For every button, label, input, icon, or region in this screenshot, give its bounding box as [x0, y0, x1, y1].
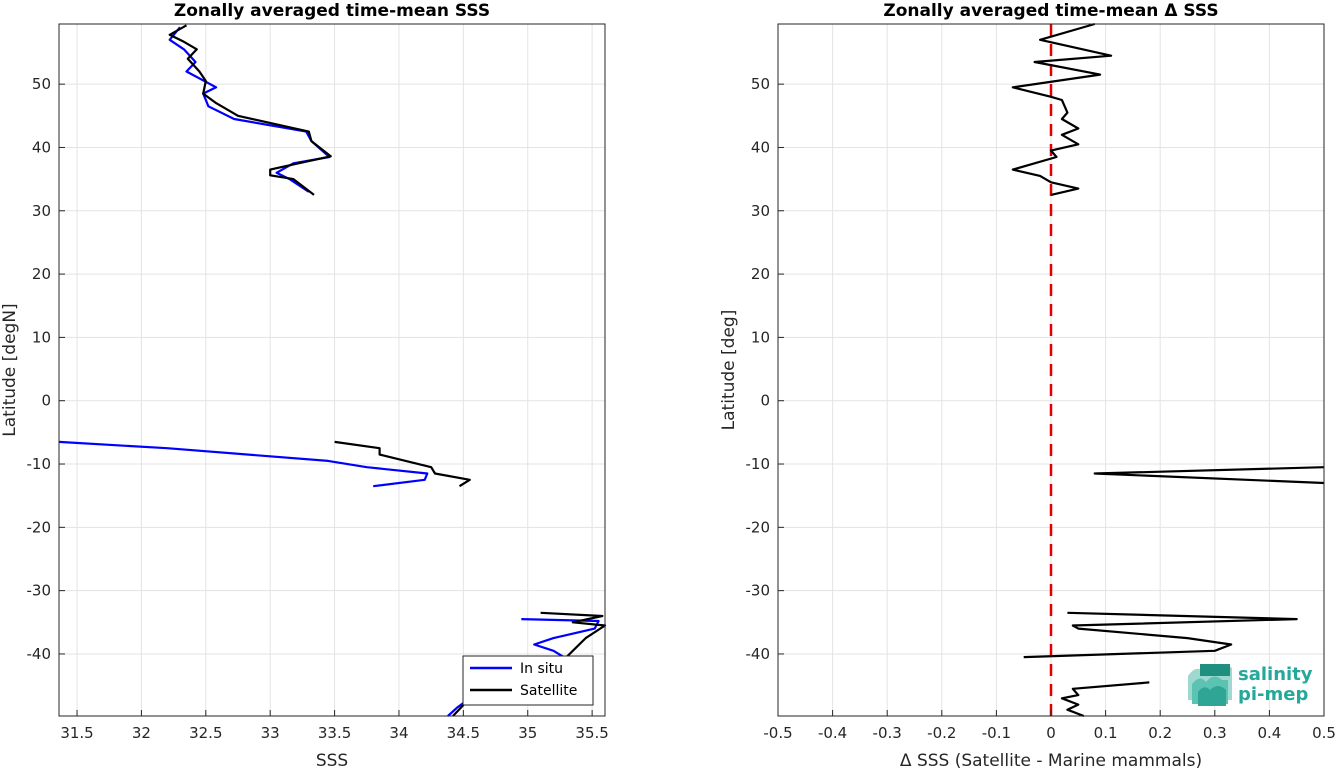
sss-plot-area [59, 24, 605, 716]
delta-series [1011, 22, 1325, 718]
delta-x-tick-label: -0.5 [763, 724, 792, 742]
sss-x-tick-label: 32 [132, 724, 151, 742]
sss-y-tick-label: 10 [32, 328, 51, 346]
sss-satellite-line-segment-1 [334, 440, 471, 488]
sss-x-tick-label: 35.5 [575, 724, 608, 742]
logo-wave-icon [1188, 664, 1232, 706]
sss-x-tick-label: 34 [389, 724, 408, 742]
sss-y-tick-label: 40 [32, 138, 51, 156]
delta-x-tick-label: -0.2 [927, 724, 956, 742]
sss-x-tick-label: 31.5 [60, 724, 93, 742]
delta-delta-sss-line-segment-2 [1023, 611, 1298, 659]
delta-y-tick-label: -20 [746, 518, 771, 536]
sss-series [58, 24, 607, 717]
delta-x-axis-label: Δ SSS (Satellite - Marine mammals) [900, 751, 1202, 769]
delta-y-tick-label: 40 [751, 138, 770, 156]
sss-y-tick-label: -20 [27, 518, 52, 536]
sss-y-tick-label: 0 [41, 392, 51, 410]
delta-x-tick-label: -0.1 [982, 724, 1011, 742]
delta-delta-sss-line-segment-1 [1093, 466, 1325, 485]
delta-ticks: -0.5 -0.4 -0.3 -0.2 -0.1 0 0.1 0.2 0.3 0.4 0.5 -40 -… [746, 75, 1336, 742]
sss-y-tick-label: -30 [27, 582, 52, 600]
delta-sss-panel: -0.5 -0.4 -0.3 -0.2 -0.1 0 0.1 0.2 0.3 0.4 0.5 -40 -… [719, 1, 1336, 769]
legend-label-in-situ: In situ [520, 661, 563, 677]
delta-x-tick-label: 0 [1046, 724, 1056, 742]
delta-x-tick-label: -0.3 [873, 724, 902, 742]
delta-y-tick-label: -40 [746, 645, 771, 663]
sss-chart-title: Zonally averaged time-mean SSS [174, 1, 490, 21]
sss-x-tick-label: 32.5 [189, 724, 222, 742]
delta-x-tick-label: 0.4 [1257, 724, 1281, 742]
sss-y-tick-label: 30 [32, 202, 51, 220]
delta-x-tick-label: 0.5 [1312, 724, 1336, 742]
sss-grid [59, 24, 605, 716]
sss-panel: 31.5 32 32.5 33 33.5 34 34.5 35 35.5 -40 -30 -20 -10… [0, 1, 609, 769]
delta-y-axis-label: Latitude [deg] [719, 310, 739, 431]
delta-y-tick-label: 20 [751, 265, 770, 283]
legend-box [462, 655, 594, 706]
sss-y-tick-label: 50 [32, 75, 51, 93]
sss-y-tick-label: -10 [27, 455, 52, 473]
sss-x-axis-label: SSS [316, 751, 348, 769]
delta-x-tick-label: 0.2 [1148, 724, 1172, 742]
delta-y-tick-label: 30 [751, 202, 770, 220]
delta-y-tick-label: 0 [760, 392, 770, 410]
delta-y-tick-label: 50 [751, 75, 770, 93]
logo-text-salinity: salinity [1238, 664, 1313, 685]
delta-x-tick-label: -0.4 [818, 724, 847, 742]
sss-y-axis-label: Latitude [degN] [0, 303, 20, 436]
delta-y-tick-label: -30 [746, 582, 771, 600]
sss-x-tick-label: 33.5 [318, 724, 351, 742]
salinity-pimep-logo: salinity pi-mep [1188, 664, 1313, 706]
sss-satellite-line-segment-0 [168, 24, 332, 196]
legend-label-satellite: Satellite [520, 683, 577, 699]
sss-ticks: 31.5 32 32.5 33 33.5 34 34.5 35 35.5 -40 -30 -20 -10… [27, 75, 609, 742]
legend: In situ Satellite [462, 655, 594, 706]
sss-x-tick-label: 33 [261, 724, 280, 742]
delta-y-tick-label: 10 [751, 328, 770, 346]
sss-plot-frame [58, 23, 606, 717]
delta-delta-sss-line-segment-3 [1060, 681, 1150, 718]
logo-text-pimep: pi-mep [1238, 684, 1308, 705]
sss-x-tick-label: 35 [518, 724, 537, 742]
delta-x-tick-label: 0.3 [1203, 724, 1227, 742]
sss-in-situ-line-segment-1 [58, 440, 429, 488]
sss-in-situ-line-segment-2 [521, 618, 600, 659]
delta-y-tick-label: -10 [746, 455, 771, 473]
sss-x-tick-label: 34.5 [447, 724, 480, 742]
delta-delta-sss-line-segment-0 [1011, 22, 1113, 196]
delta-x-tick-label: 0.1 [1094, 724, 1118, 742]
delta-chart-title: Zonally averaged time-mean Δ SSS [883, 1, 1218, 21]
sss-y-tick-label: 20 [32, 265, 51, 283]
sss-y-tick-label: -40 [27, 645, 52, 663]
